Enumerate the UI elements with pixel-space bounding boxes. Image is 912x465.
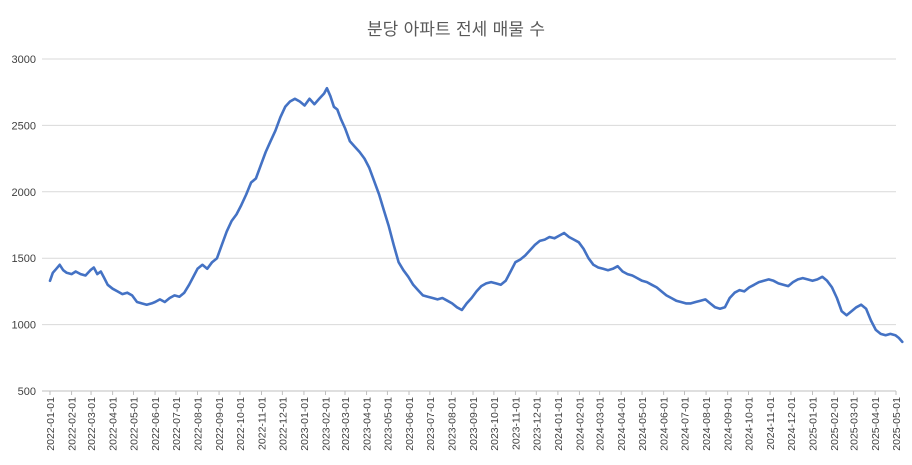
x-tick-label: 2024-09-01 — [723, 397, 735, 451]
x-tick-label: 2023-01-01 — [299, 397, 311, 451]
x-tick-label: 2023-08-01 — [446, 397, 458, 451]
series-layer — [48, 86, 904, 344]
y-tick-label: 1500 — [12, 253, 36, 265]
x-tick-label: 2023-03-01 — [340, 397, 352, 451]
x-tick-label: 2022-04-01 — [108, 397, 120, 451]
x-tick-label: 2022-09-01 — [214, 397, 226, 451]
x-tick-label: 2024-08-01 — [701, 397, 713, 451]
x-tick-label: 2024-05-01 — [637, 397, 649, 451]
x-tick-label: 2025-05-01 — [891, 397, 903, 451]
y-axis: 500 1000 1500 2000 2500 3000 — [12, 54, 36, 398]
x-tick-label: 2022-01-01 — [45, 397, 57, 451]
series-line — [48, 86, 904, 344]
x-tick-label: 2022-03-01 — [86, 397, 98, 451]
y-tick-label: 3000 — [12, 54, 36, 66]
chart-title: 분당 아파트 전세 매물 수 — [367, 20, 545, 40]
x-tick-label: 2023-09-01 — [468, 397, 480, 451]
x-tick-label: 2023-07-01 — [425, 397, 437, 451]
x-tick-label: 2024-12-01 — [786, 397, 798, 451]
x-tick-label: 2024-07-01 — [680, 397, 692, 451]
x-tick-label: 2023-12-01 — [531, 397, 543, 451]
x-tick-label: 2023-06-01 — [404, 397, 416, 451]
x-tick-label: 2024-11-01 — [765, 397, 777, 450]
x-tick-label: 2022-08-01 — [192, 397, 204, 451]
x-tick-label: 2024-10-01 — [744, 397, 756, 451]
x-tick-label: 2024-03-01 — [595, 397, 607, 451]
x-tick-label: 2022-05-01 — [128, 397, 140, 451]
x-tick-label: 2022-10-01 — [235, 397, 247, 451]
x-tick-label: 2023-02-01 — [321, 397, 333, 451]
y-tick-label: 1000 — [12, 320, 36, 332]
x-tick-label: 2025-04-01 — [870, 397, 882, 451]
x-tick-label: 2022-06-01 — [150, 397, 162, 451]
x-tick-label: 2024-02-01 — [574, 397, 586, 451]
x-tick-label: 2023-05-01 — [382, 397, 394, 451]
x-tick-label: 2025-03-01 — [849, 397, 861, 451]
x-tick-label: 2024-06-01 — [659, 397, 671, 451]
x-tick-label: 2024-01-01 — [553, 397, 565, 451]
grid-lines — [42, 58, 896, 326]
x-tick-label: 2025-02-01 — [829, 397, 841, 451]
x-tick-label: 2022-12-01 — [277, 397, 289, 451]
x-axis: 2022-01-01 2022-02-01 2022-03-01 2022-04-01… — [42, 390, 903, 451]
x-tick-label: 2022-07-01 — [171, 397, 183, 451]
y-tick-label: 2500 — [12, 120, 36, 132]
x-tick-label: 2023-04-01 — [362, 397, 374, 451]
y-tick-label: 500 — [18, 386, 36, 398]
x-tick-label: 2023-11-01 — [510, 397, 522, 450]
y-tick-label: 2000 — [12, 187, 36, 199]
x-tick-label: 2025-01-01 — [808, 397, 820, 451]
x-tick-label: 2023-10-01 — [489, 397, 501, 451]
x-tick-label: 2022-11-01 — [257, 397, 269, 450]
x-tick-label: 2022-02-01 — [67, 397, 79, 451]
x-tick-label: 2024-04-01 — [616, 397, 628, 451]
